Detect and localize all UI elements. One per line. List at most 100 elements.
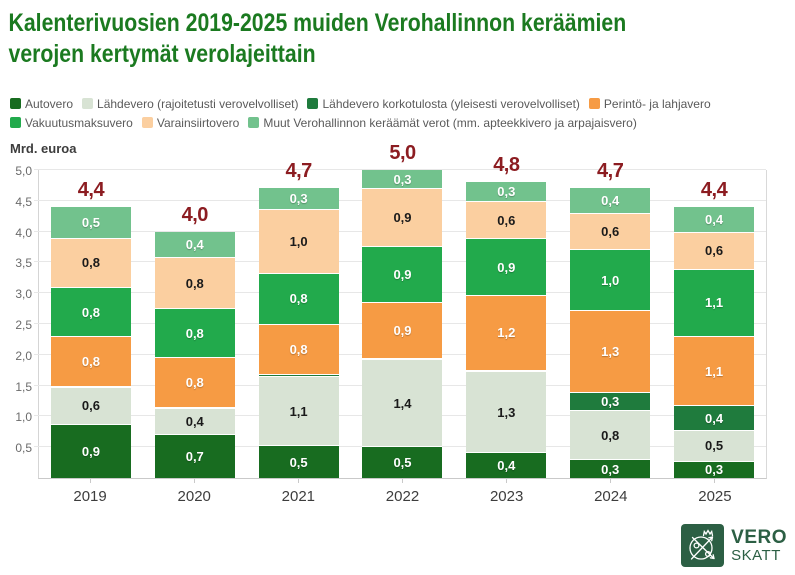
bar-segment-value: 0,7: [185, 448, 204, 464]
bar-segment: 0,9: [362, 302, 443, 358]
bar-segment-value: 0,3: [497, 184, 516, 200]
bar-segment: 0,8: [154, 357, 235, 407]
bar-column: 4,8 0,3 0,6 0,9 1,2 1,3 0,4: [454, 154, 558, 478]
legend-item: Lähdevero korkotulosta (yleisesti verove…: [307, 96, 580, 111]
bar-stack: 0,3 0,9 0,9 0,9 1,4 0,5: [362, 170, 443, 478]
bar-segment: 1,4: [362, 359, 443, 446]
bar-segment: 0,3: [258, 188, 339, 210]
bar-segment-value: 0,6: [497, 212, 516, 228]
x-axis-category: 2022: [350, 479, 454, 505]
x-axis-category: 2019: [38, 479, 142, 505]
x-axis-category-label: 2019: [73, 488, 107, 505]
bar-segment-value: 0,6: [81, 398, 100, 414]
bar-stack: 0,4 0,8 0,8 0,8 0,4 0,7: [154, 231, 235, 478]
bar-segment: 0,3: [674, 460, 755, 478]
legend-label: Perintö- ja lahjavero: [603, 96, 711, 111]
bar-segment: 0,8: [154, 257, 235, 308]
legend-item: Perintö- ja lahjavero: [588, 96, 711, 111]
bar-segment: 0,5: [362, 445, 443, 478]
bar-segment-value: 1,1: [705, 363, 724, 379]
y-axis-tick-label: 4,0: [15, 225, 32, 240]
y-axis-unit-label: Mrd. euroa: [10, 141, 77, 156]
bar-segment-value: 0,8: [81, 255, 100, 271]
y-axis-tick-label: 5,0: [15, 164, 32, 178]
legend-label: Lähdevero korkotulosta (yleisesti verove…: [322, 96, 580, 111]
bar-segment-value: 0,5: [393, 454, 412, 470]
bar-segment-value: 0,8: [81, 353, 100, 369]
bar-segment-value: 0,9: [393, 267, 412, 283]
bar-segment: 0,4: [466, 452, 547, 478]
x-axis-category-label: 2021: [281, 488, 316, 505]
y-axis-tick-label: 2,5: [15, 318, 32, 332]
bar-segment: 0,3: [362, 170, 443, 189]
bar-segment-value: 0,4: [601, 193, 620, 209]
y-axis-tick-label: 3,0: [15, 287, 32, 302]
bar-segment: 0,4: [674, 206, 755, 232]
gridline: [34, 169, 766, 170]
bar-stack: 0,4 0,6 1,0 1,3 0,3 0,8 0,3: [570, 188, 651, 478]
bar-stack: 0,3 0,6 0,9 1,2 1,3 0,4: [466, 182, 547, 478]
bar-segment: 0,9: [362, 245, 443, 303]
x-axis-category-label: 2022: [385, 488, 420, 505]
page-title-line-2: verojen kertymät verolajeittain: [8, 40, 316, 68]
legend-label: Vakuutusmaksuvero: [25, 115, 133, 130]
bar-segment-value: 0,3: [289, 191, 308, 207]
bar-column: 4,7 0,4 0,6 1,0 1,3 0,3 0,8 0,3: [558, 160, 662, 478]
bar-segment-value: 1,0: [289, 234, 308, 250]
legend-swatch: [10, 117, 21, 128]
bar-segment-value: 1,0: [601, 272, 620, 288]
vero-skatt-logo: VERO SKATT: [681, 524, 787, 567]
bar-segment: 0,9: [50, 423, 131, 478]
x-axis-category: 2020: [142, 479, 246, 505]
bar-segment-value: 1,3: [601, 344, 620, 360]
bar-segment: 0,8: [258, 323, 339, 375]
bar-total-label: 5,0: [389, 142, 416, 164]
plot-area: 4,4 0,5 0,8 0,8 0,8 0,6 0,9 4,0 0,4 0,8 0,8 0,8 0,4 0…: [34, 142, 767, 479]
y-axis-tick-label: 3,5: [15, 256, 32, 271]
bar-segment-value: 0,3: [393, 171, 412, 187]
bar-segment: 0,8: [154, 307, 235, 358]
y-axis-tick-label: 4,5: [15, 194, 32, 209]
bar-segment: 0,6: [674, 231, 755, 269]
bar-segment: [258, 374, 339, 376]
x-axis-category-label: 2020: [177, 488, 211, 505]
x-axis-category: 2025: [663, 479, 767, 505]
bar-segment: 1,3: [570, 310, 651, 392]
bar-stack: 0,5 0,8 0,8 0,8 0,6 0,9: [50, 206, 131, 478]
bar-segment-value: 0,4: [185, 413, 204, 429]
bar-segment: 1,1: [258, 375, 339, 446]
bar-segment-value: 0,8: [81, 304, 100, 320]
bar-segment: 0,4: [674, 405, 755, 430]
page-title-line-1: Kalenterivuosien 2019-2025 muiden Veroha…: [8, 9, 627, 37]
bar-segment-value: 0,4: [185, 237, 204, 253]
bar-segment: 0,9: [362, 188, 443, 246]
bar-total-label: 4,7: [285, 160, 312, 183]
x-axis-tick: [506, 479, 508, 483]
bar-segment-value: 0,9: [497, 259, 516, 275]
bar-segment-value: 0,3: [601, 461, 620, 477]
y-axis-tick-label: 1,0: [15, 410, 32, 425]
legend-label: Muut Verohallinnon keräämät verot (mm. a…: [263, 115, 637, 130]
bar-segment: 1,0: [570, 248, 651, 311]
bar-segment: 0,8: [50, 336, 131, 386]
bar-segment: 0,5: [50, 206, 131, 238]
x-axis-tick: [401, 479, 403, 483]
legend-label: Autovero: [25, 96, 74, 111]
bar-segment-value: 1,3: [497, 404, 516, 420]
x-axis-category: 2021: [246, 479, 350, 505]
bar-segment-value: 0,8: [185, 374, 204, 390]
legend-swatch: [82, 98, 94, 109]
y-axis-tick-label: 1,5: [15, 379, 32, 394]
bar-total-label: 4,4: [77, 178, 105, 201]
bar-column: 4,4 0,4 0,6 1,1 1,1 0,4 0,5 0,3: [662, 170, 766, 478]
x-axis-category: 2023: [455, 479, 559, 505]
x-axis-category-label: 2023: [489, 488, 524, 505]
bar-segment-value: 0,8: [185, 275, 204, 291]
bar-segment-value: 0,4: [705, 410, 724, 426]
bar-segment: 0,6: [50, 386, 131, 424]
bar-segment-value: 0,9: [393, 210, 412, 226]
legend: Autovero Lähdevero (rajoitetusti verovelv…: [10, 94, 795, 132]
y-axis: 0,5 1,0 1,5 2,0 2,5 3,0 3,5 4,0 4,5 5,0: [0, 164, 38, 479]
bar-segment-value: 1,1: [705, 295, 724, 311]
